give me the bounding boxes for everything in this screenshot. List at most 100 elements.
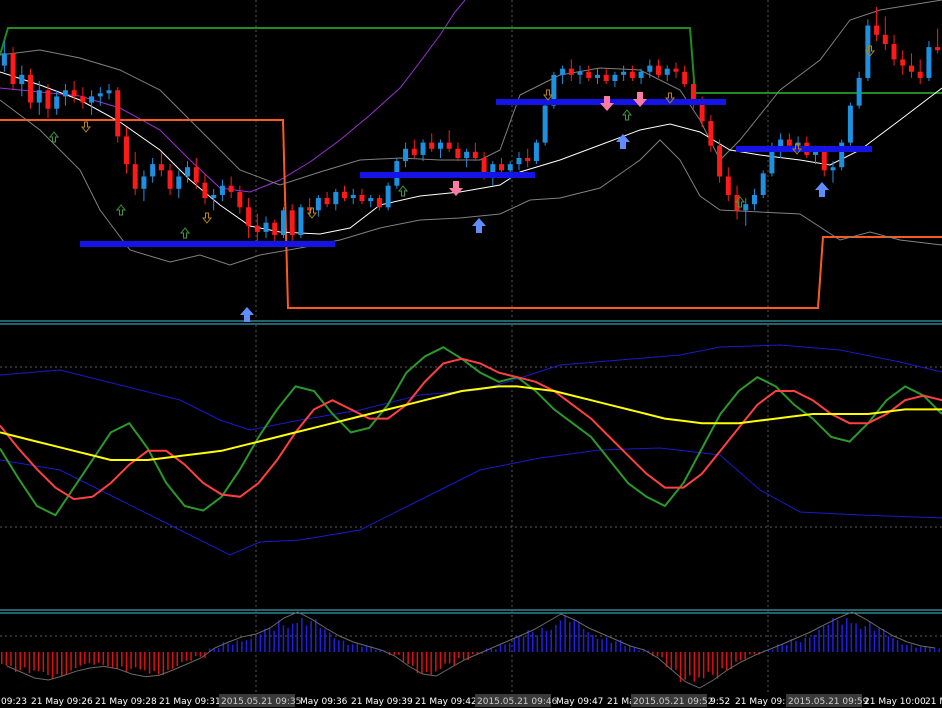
histogram-bar xyxy=(351,644,354,652)
candle-body xyxy=(437,142,443,149)
histogram-bar xyxy=(555,624,557,652)
oscillator-layer xyxy=(0,346,942,517)
histogram-bar xyxy=(661,652,663,658)
fractal-up-icon xyxy=(734,196,746,208)
histogram-bar xyxy=(702,652,705,679)
histogram-bar xyxy=(915,647,917,652)
candle-body xyxy=(603,74,609,81)
fractal-up-icon xyxy=(48,131,60,143)
histogram-bar xyxy=(70,652,72,671)
horizontal-grid xyxy=(0,366,942,637)
histogram-bar xyxy=(508,643,511,652)
histogram-bar xyxy=(158,652,160,675)
candles-layer xyxy=(1,7,941,245)
histogram-bar xyxy=(222,642,225,652)
histogram-bar xyxy=(315,619,317,652)
candle-body xyxy=(621,71,627,75)
histogram-bar xyxy=(596,638,599,652)
fractal-up-icon xyxy=(179,227,191,239)
candle-body xyxy=(411,148,417,155)
histogram-bar xyxy=(10,652,12,666)
histogram-bar xyxy=(430,652,432,675)
histogram-bar xyxy=(712,652,714,675)
histogram-bar xyxy=(116,652,118,669)
histogram-bar xyxy=(716,652,719,679)
time-label: 21 May 09:31 xyxy=(159,697,221,707)
histogram-bar xyxy=(84,652,86,664)
candle-body xyxy=(446,142,452,149)
candle-body xyxy=(516,158,522,165)
histogram-bar xyxy=(855,623,857,652)
candle-body xyxy=(699,102,705,122)
histogram-bar xyxy=(462,652,465,660)
candle-body xyxy=(577,71,583,75)
candle-body xyxy=(629,71,635,78)
candle-body xyxy=(359,194,365,202)
candle-body xyxy=(263,222,269,232)
histogram-bar xyxy=(231,644,234,652)
time-highlight-box xyxy=(475,694,551,707)
candle-body xyxy=(228,185,234,192)
green-step-line xyxy=(0,27,942,94)
orange-step-line xyxy=(0,119,942,309)
candle-body xyxy=(882,34,888,45)
histogram-bar xyxy=(573,620,576,652)
candle-body xyxy=(97,93,103,97)
histogram-bar xyxy=(919,646,922,652)
histogram-bar xyxy=(735,652,737,662)
histogram-bar xyxy=(28,652,31,674)
candle-body xyxy=(280,210,286,235)
histogram-bar xyxy=(181,652,183,662)
histogram-bar xyxy=(416,652,419,673)
histogram-bar xyxy=(707,652,709,672)
time-highlight-box xyxy=(786,694,862,707)
candle-body xyxy=(62,90,68,97)
histogram-bar xyxy=(901,644,903,652)
histogram-bar xyxy=(601,639,603,652)
buy-signal-arrow-icon xyxy=(616,134,630,149)
histogram-bar xyxy=(550,629,552,652)
histogram-bar xyxy=(287,628,289,652)
fractal-down-icon xyxy=(864,45,876,57)
histogram-bar xyxy=(495,649,497,652)
histogram-bar xyxy=(453,652,455,666)
candle-body xyxy=(211,194,217,199)
candle-body xyxy=(80,96,86,103)
fractal-up-icon xyxy=(397,185,409,197)
histogram-bar xyxy=(846,618,848,652)
histogram-bar xyxy=(582,628,585,652)
candle-body xyxy=(490,164,496,174)
candle-body xyxy=(821,151,827,171)
histogram-bar xyxy=(749,652,751,655)
candle-body xyxy=(874,25,880,35)
histogram-bar xyxy=(448,652,451,664)
histogram-bar xyxy=(255,636,257,652)
time-label-highlighted: 2015.05.21 09:46 xyxy=(477,697,558,707)
histogram-bar xyxy=(333,638,335,652)
candle-body xyxy=(89,96,95,103)
histogram-bar xyxy=(536,635,539,652)
histogram-bar xyxy=(375,650,377,652)
histogram-bar xyxy=(241,641,243,652)
histogram-bar xyxy=(638,650,640,652)
histogram-bar xyxy=(739,652,742,661)
histogram-bar xyxy=(818,629,820,652)
histogram-bar xyxy=(56,652,58,675)
histogram-bar xyxy=(592,634,594,652)
histogram-bar xyxy=(675,652,677,670)
histogram-bar xyxy=(37,652,40,672)
candle-body xyxy=(237,191,243,208)
time-label: 21 M xyxy=(925,697,942,707)
time-label: May 09:36 xyxy=(300,697,348,707)
time-label: 21 May 09:39 xyxy=(351,697,413,707)
candle-body xyxy=(690,84,696,103)
histogram-bar xyxy=(693,652,696,682)
histogram-bar xyxy=(504,644,506,652)
buy-signal-arrow-icon xyxy=(472,218,486,233)
histogram-bar xyxy=(268,628,271,652)
histogram-bar xyxy=(933,648,936,652)
candle-body xyxy=(342,191,348,199)
histogram-bar xyxy=(14,652,17,672)
